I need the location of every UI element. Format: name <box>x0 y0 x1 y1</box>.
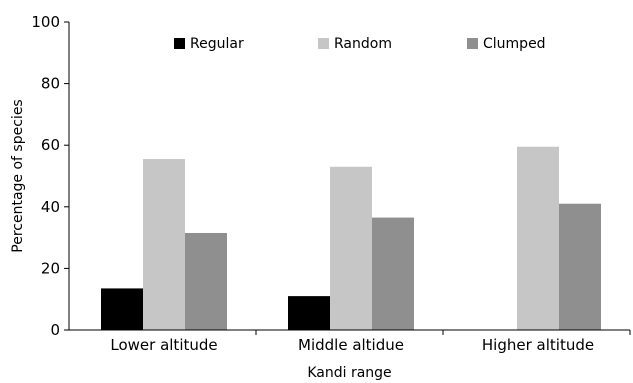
legend-label: Random <box>334 36 392 52</box>
bar-random <box>330 166 372 330</box>
y-axis-ticks: 0 20 40 60 80 100 <box>31 13 69 339</box>
bar-random <box>143 159 185 330</box>
x-axis-title: Kandi range <box>307 365 391 381</box>
y-tick-label: 60 <box>41 136 60 154</box>
bar-regular <box>101 288 143 330</box>
x-category-label: Higher altitude <box>482 336 594 354</box>
legend-swatch <box>318 38 329 49</box>
legend-label: Clumped <box>483 36 546 52</box>
legend-swatch <box>467 38 478 49</box>
bar-clumped <box>372 217 414 330</box>
bar-clumped <box>559 203 601 330</box>
y-tick-label: 80 <box>41 75 60 93</box>
legend-swatch <box>174 38 185 49</box>
x-category-label: Middle altidue <box>298 336 404 354</box>
bar-regular <box>288 296 330 330</box>
y-tick-label: 20 <box>41 259 60 277</box>
legend-label: Regular <box>190 36 244 52</box>
y-tick-label: 100 <box>31 13 60 31</box>
y-axis-title: Percentage of species <box>10 99 26 252</box>
x-axis-ticks: Lower altitude Middle altidue Higher altit… <box>110 330 631 354</box>
y-tick-label: 0 <box>50 321 60 339</box>
legend: Regular Random Clumped <box>174 36 546 52</box>
bar-random <box>517 146 559 330</box>
bars <box>101 146 601 330</box>
y-tick-label: 40 <box>41 198 60 216</box>
bar-clumped <box>185 232 227 330</box>
x-category-label: Lower altitude <box>110 336 217 354</box>
